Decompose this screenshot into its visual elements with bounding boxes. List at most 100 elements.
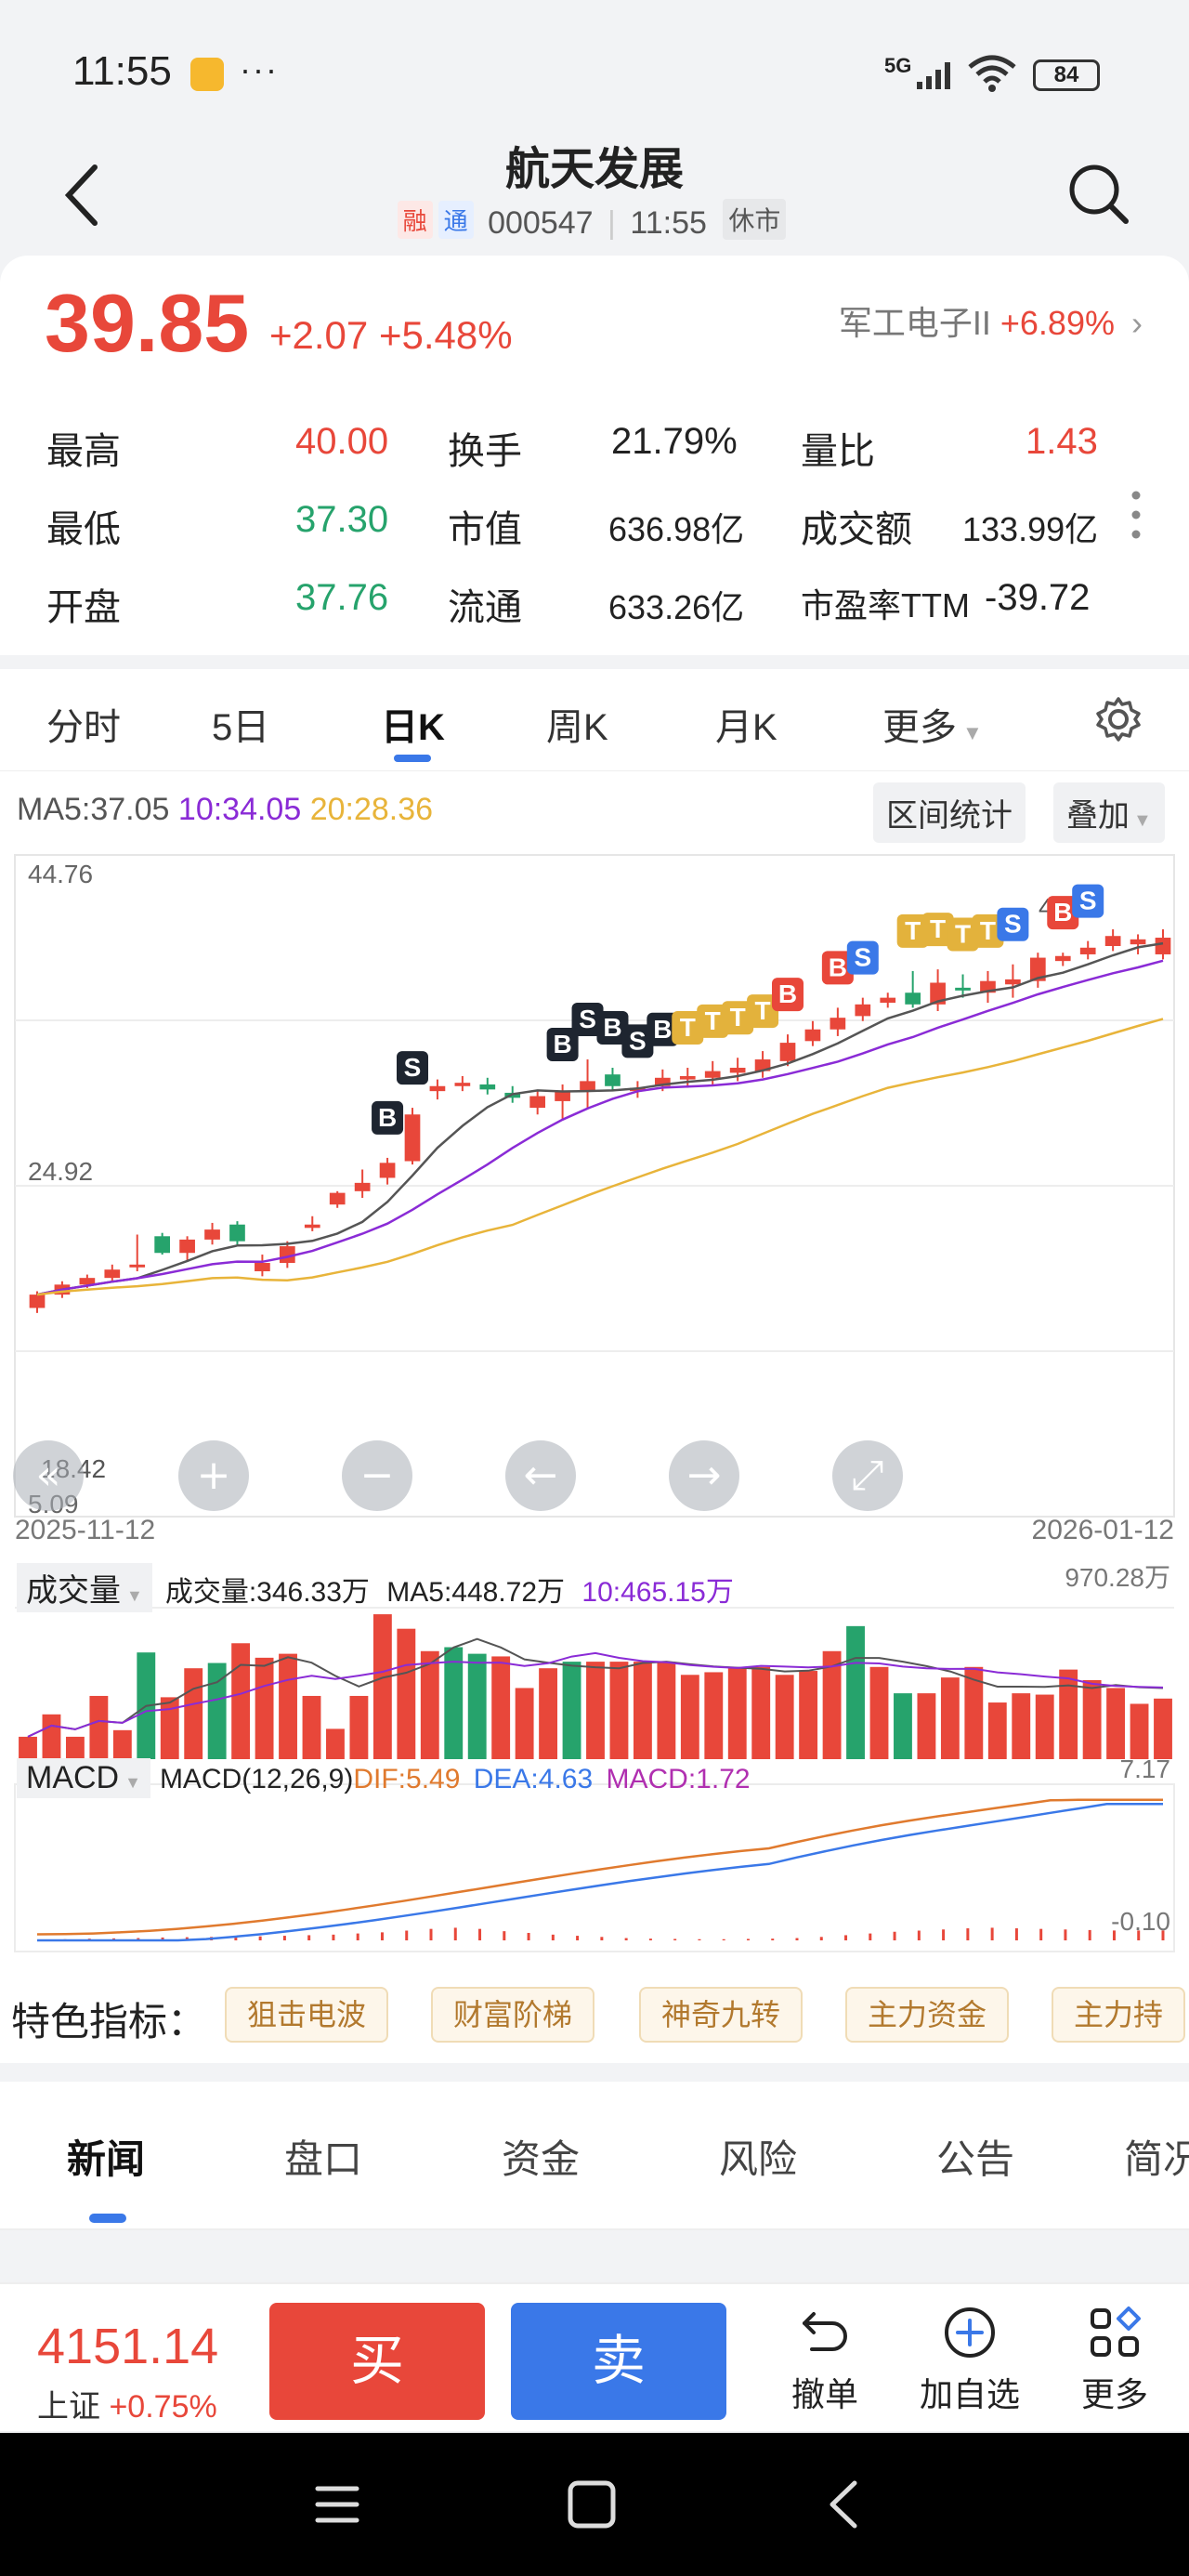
zoom-in-icon-glyph: + <box>197 1452 231 1499</box>
signal-badge <box>972 913 1004 948</box>
search-icon[interactable] <box>1061 156 1135 230</box>
turnover-label: 换手 <box>448 431 522 472</box>
tab-order-book[interactable]: 盘口 <box>284 2137 363 2181</box>
tab-monthly-k[interactable]: 月K <box>715 707 777 748</box>
signal-badge <box>571 1003 604 1037</box>
signal-label: S <box>404 1053 422 1082</box>
status-time: 11:55 <box>72 48 172 94</box>
tab-weekly-k[interactable]: 周K <box>546 707 608 748</box>
status-bar: 11:55 ··· 5G 84 <box>0 0 1189 139</box>
undo-order-button[interactable]: 撤单 <box>769 2305 881 2416</box>
signal-badge <box>1047 896 1079 930</box>
vol-ratio-value: 1.43 <box>1026 421 1098 462</box>
signal-badge <box>621 1024 654 1058</box>
apps-grid-icon <box>1091 2307 1141 2357</box>
zoom-out-icon[interactable] <box>342 1440 412 1511</box>
open-label: 开盘 <box>46 587 121 628</box>
back-arrow-icon[interactable] <box>56 158 111 232</box>
candle-body <box>329 1192 346 1205</box>
market-state-badge: 休市 <box>723 199 787 240</box>
volume-bar <box>1059 1669 1078 1759</box>
collapse-left-icon-glyph: « <box>36 1452 61 1499</box>
volume-bar <box>987 1702 1007 1759</box>
tab-news[interactable]: 新闻 <box>67 2137 146 2181</box>
tab-risk[interactable]: 风险 <box>719 2137 798 2181</box>
quote-card: 39.85 +2.07 +5.48% 军工电子II +6.89% › 最高 40.… <box>0 256 1189 655</box>
candle-body <box>1079 947 1096 954</box>
buy-button[interactable]: 买 <box>269 2303 485 2420</box>
add-watchlist-button[interactable]: 加自选 <box>914 2305 1026 2416</box>
volume-bar <box>1082 1679 1102 1759</box>
candle-body <box>905 992 921 1005</box>
candle-body <box>404 1114 421 1162</box>
tab-daily-k[interactable]: 日K <box>381 707 445 748</box>
signal-label: T <box>680 1013 696 1042</box>
signal-label: T <box>755 996 771 1025</box>
sector-link[interactable]: 军工电子II +6.89% › <box>839 296 1143 345</box>
signal-badge <box>921 913 954 947</box>
chip-main-holdings[interactable]: 主力持 <box>1052 1987 1186 2043</box>
mcap-value: 636.98亿 <box>608 510 745 548</box>
fullscreen-icon[interactable] <box>832 1440 903 1511</box>
sell-button[interactable]: 卖 <box>511 2303 726 2420</box>
signal-label: S <box>629 1026 647 1055</box>
overlay-button[interactable]: 叠加 ▼ <box>1053 782 1165 843</box>
ma20-legend: 20:28.36 <box>309 792 434 827</box>
tab-profile[interactable]: 简况 <box>1124 2137 1189 2181</box>
signal-badge <box>821 951 854 985</box>
volume-bar <box>467 1653 487 1759</box>
volume-bar <box>869 1666 889 1759</box>
arrow-right-icon[interactable] <box>669 1440 739 1511</box>
low-label: 最低 <box>46 509 121 550</box>
caret-down-icon: ▼ <box>124 1773 141 1792</box>
ma10-legend: 10:34.05 <box>177 792 302 827</box>
macd-indicator-select[interactable]: MACD ▼ <box>17 1758 150 1798</box>
volume-bar <box>917 1693 936 1759</box>
candle-body <box>454 1083 471 1086</box>
volume-bar <box>1035 1694 1054 1759</box>
volume-bar <box>349 1695 369 1759</box>
dea-line <box>37 1802 1163 1942</box>
candle-body <box>1054 955 1071 962</box>
arrow-left-icon[interactable] <box>505 1440 576 1511</box>
date-end: 2026-01-12 <box>1031 1515 1174 1545</box>
chip-wealth-ladder[interactable]: 财富阶梯 <box>431 1987 595 2043</box>
tab-funds[interactable]: 资金 <box>502 2137 581 2181</box>
tab-announcements[interactable]: 公告 <box>936 2137 1015 2181</box>
settings-gear-icon[interactable] <box>1094 695 1143 743</box>
index-pct: +0.75% <box>109 2389 217 2425</box>
collapse-left-icon[interactable] <box>13 1440 84 1511</box>
volume-max: 970.28万 <box>1065 1563 1170 1592</box>
tab-5day[interactable]: 5日 <box>212 707 270 748</box>
kline-chart[interactable]: 44.7624.925.0940.0018.42BSBSBSBTTTTBBSTT… <box>0 846 1189 1970</box>
volume-bar <box>940 1677 960 1759</box>
sector-pct: +6.89% <box>1000 304 1115 342</box>
range-stats-button[interactable]: 区间统计 <box>873 782 1026 843</box>
volume-indicator-select[interactable]: 成交量 ▼ <box>17 1563 152 1612</box>
zoom-in-icon[interactable] <box>178 1440 249 1511</box>
volume-bar <box>160 1697 179 1759</box>
chip-main-funds[interactable]: 主力资金 <box>845 1987 1010 2043</box>
fullscreen-icon-glyph: ⤢ <box>851 1452 883 1499</box>
add-label: 加自选 <box>919 2375 1020 2413</box>
more-vertical-icon[interactable] <box>1131 491 1141 539</box>
signal-label: B <box>553 1030 571 1058</box>
add-circle-icon <box>945 2307 995 2358</box>
signal-icon <box>917 62 950 89</box>
tab-more[interactable]: 更多 ▼ <box>882 697 983 751</box>
margin-tag: 融 <box>397 201 433 239</box>
more-menu-button[interactable]: 更多 <box>1059 2305 1170 2416</box>
index-value[interactable]: 4151.14 <box>37 2319 219 2374</box>
macd-min: -0.10 <box>1111 1907 1170 1936</box>
candle-body <box>605 1074 621 1086</box>
signal-badge <box>372 1100 404 1135</box>
home-icon[interactable] <box>567 2479 617 2530</box>
signal-badge <box>722 1001 754 1035</box>
chip-sniper-wave[interactable]: 狙击电波 <box>225 1987 389 2043</box>
candle-body <box>529 1096 546 1109</box>
back-icon[interactable] <box>825 2479 862 2530</box>
menu-icon[interactable] <box>314 2483 360 2526</box>
stock-code: 000547 <box>488 205 594 241</box>
tab-intraday[interactable]: 分时 <box>46 707 121 748</box>
chip-magic-nine[interactable]: 神奇九转 <box>639 1987 804 2043</box>
